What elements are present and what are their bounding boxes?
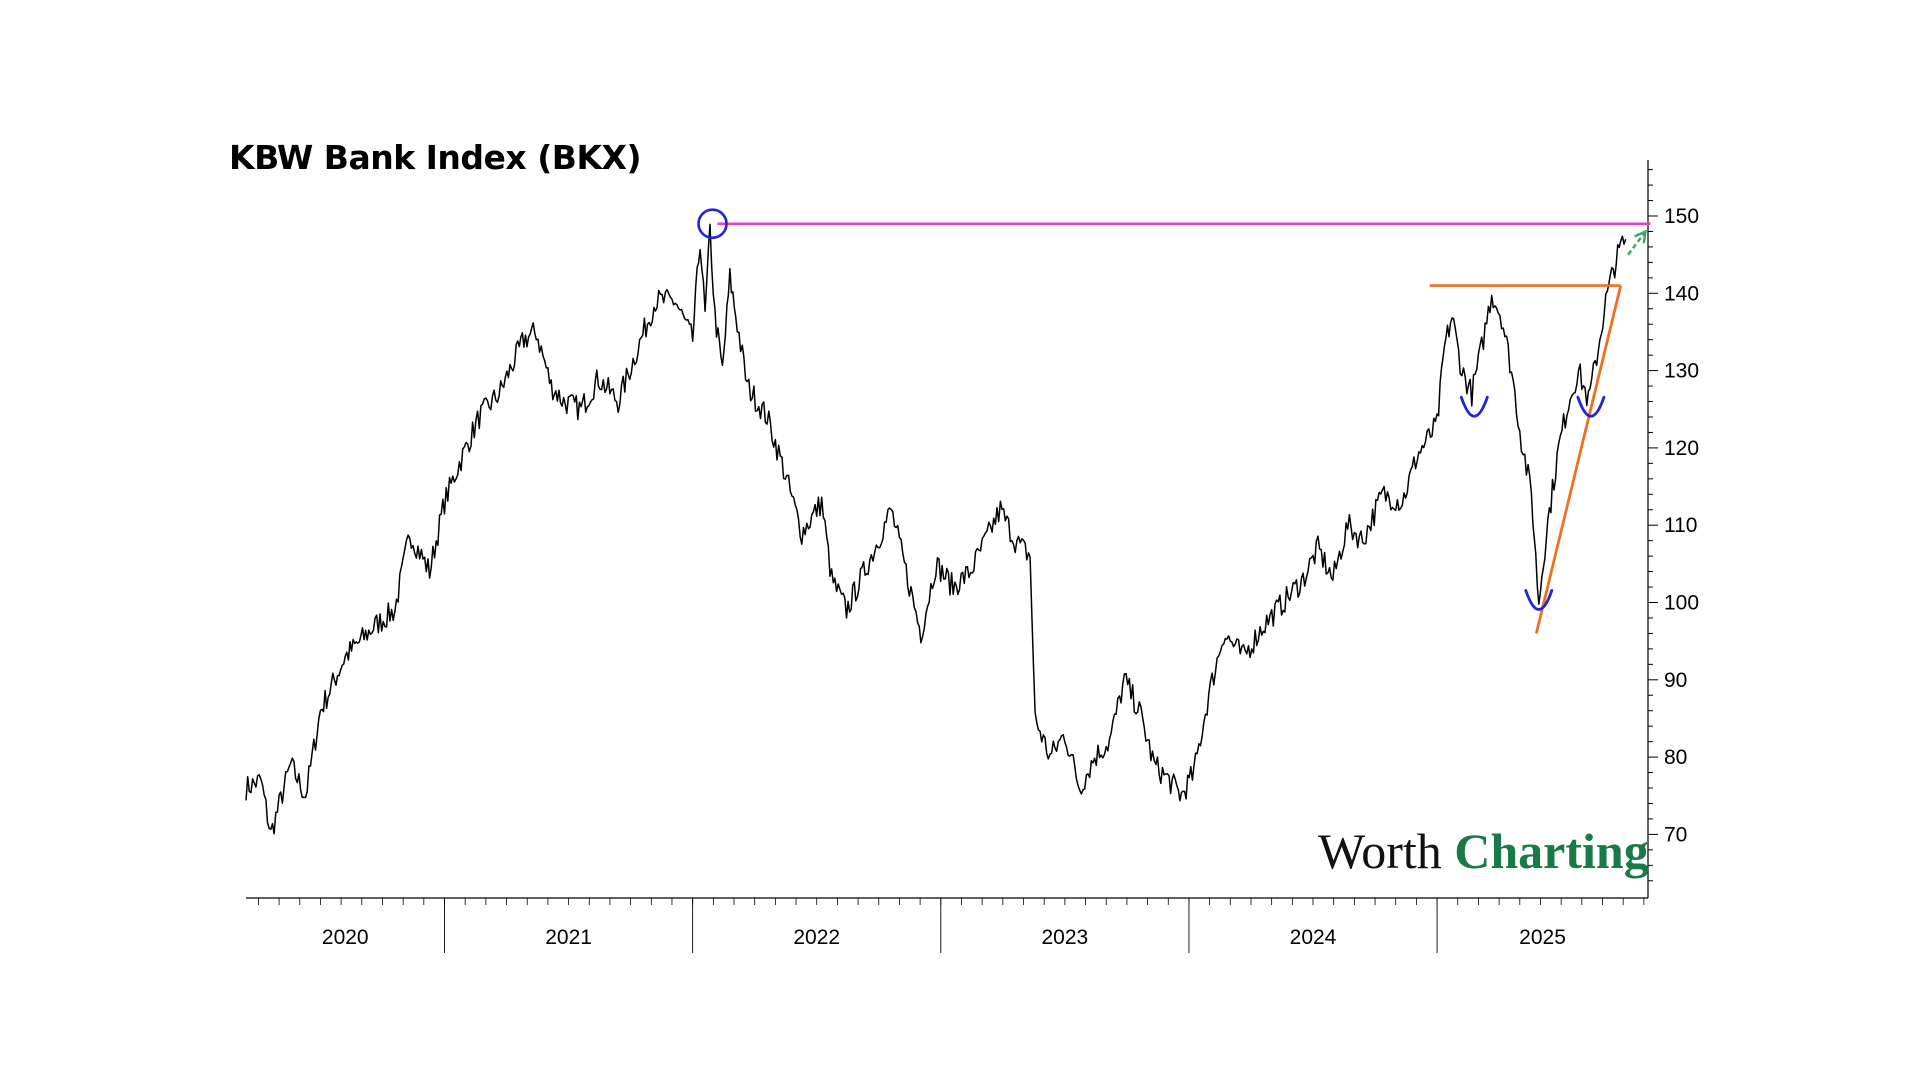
brand-logo: Worth Charting <box>1318 822 1649 880</box>
trough-marker <box>1576 395 1606 418</box>
y-tick-label: 70 <box>1664 823 1687 846</box>
x-tick-label: 2024 <box>1290 926 1337 949</box>
breakout-arrow-shaft <box>1627 230 1647 256</box>
chart-title: KBW Bank Index (BKX) <box>229 138 642 177</box>
y-tick-label: 80 <box>1664 746 1687 769</box>
y-tick-label: 130 <box>1664 360 1699 383</box>
trough-marker <box>1524 589 1554 611</box>
chart-axes: 70 80 90 100 110 120 130 140 150 2020 2021 2022 2023… <box>246 160 1699 953</box>
y-tick-label: 150 <box>1664 205 1699 228</box>
y-tick-label: 100 <box>1664 592 1699 615</box>
annotations <box>697 208 1651 634</box>
y-tick-label: 90 <box>1664 669 1687 692</box>
y-tick-label: 140 <box>1664 282 1699 305</box>
y-tick-label: 110 <box>1664 514 1697 537</box>
price-line <box>245 223 1627 835</box>
x-tick-label: 2020 <box>322 926 369 949</box>
brand-word-worth: Worth <box>1318 823 1442 879</box>
trendline <box>1534 285 1623 634</box>
breakout-arrow-head <box>1634 229 1648 244</box>
y-tick-label: 120 <box>1664 437 1699 460</box>
x-tick-label: 2025 <box>1519 926 1566 949</box>
x-tick-label: 2021 <box>545 926 592 949</box>
price-series <box>245 223 1627 835</box>
peak-circle <box>697 208 728 240</box>
x-tick-label: 2022 <box>793 926 840 949</box>
x-tick-label: 2023 <box>1042 926 1089 949</box>
brand-word-charting: Charting <box>1454 823 1649 879</box>
trough-marker <box>1459 395 1489 418</box>
